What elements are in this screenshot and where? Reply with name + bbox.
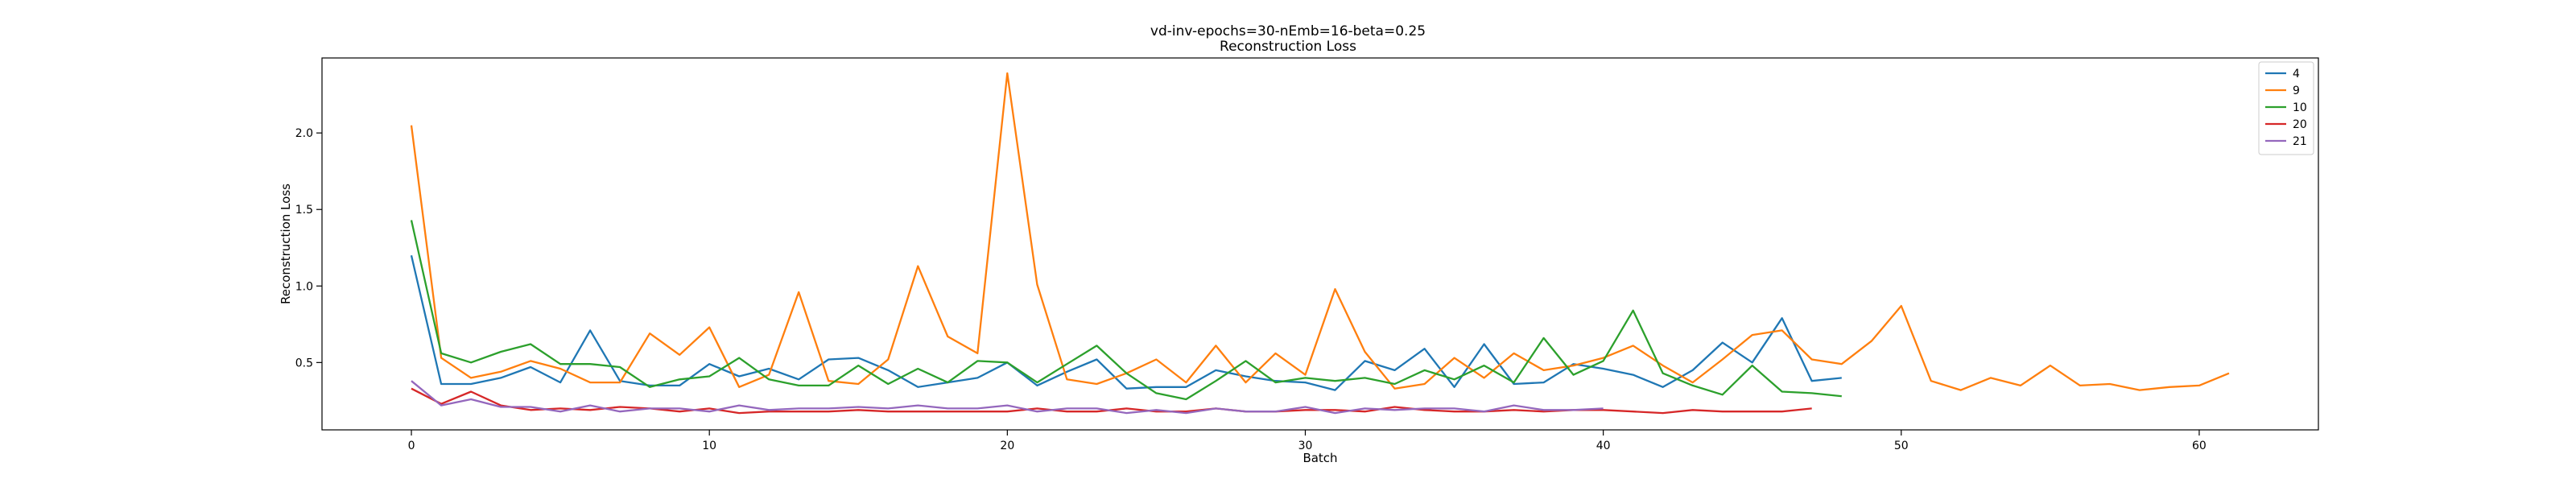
y-axis: 0.5 1.0 1.5 2.0 [295,127,322,369]
x-tick-label: 0 [408,440,415,452]
x-tick-label: 50 [1894,440,1909,452]
y-tick-label: 2.0 [295,127,313,140]
legend: 4 9 10 20 21 [2258,61,2314,155]
series-line-4 [410,255,1842,391]
legend-label-9: 9 [2293,85,2300,97]
x-tick-label: 20 [1000,440,1014,452]
x-tick-label: 10 [702,440,716,452]
legend-label-21: 21 [2293,135,2307,148]
legend-label-4: 4 [2293,68,2300,80]
legend-label-20: 20 [2293,118,2307,131]
x-tick-label: 40 [1596,440,1611,452]
y-tick-label: 1.5 [295,204,313,217]
y-tick-label: 1.0 [295,280,313,293]
x-axis: 0 10 20 30 40 50 60 [408,430,2207,452]
chart-title: vd-inv-epochs=30-nEmb=16-beta=0.25 [1150,23,1426,39]
chart-subtitle: Reconstruction Loss [1220,39,1356,55]
series-line-10 [410,220,1842,401]
x-tick-label: 60 [2192,440,2207,452]
series-line-21 [411,380,1604,415]
x-axis-label: Batch [1302,451,1337,465]
y-tick-label: 0.5 [295,357,313,369]
y-axis-label: Reconstruction Loss [279,184,293,304]
series-line-9 [410,72,2230,391]
x-tick-label: 30 [1298,440,1313,452]
legend-box [2258,61,2314,155]
legend-label-10: 10 [2293,101,2307,114]
plot-area [410,72,2230,415]
axes-frame [321,57,2319,431]
